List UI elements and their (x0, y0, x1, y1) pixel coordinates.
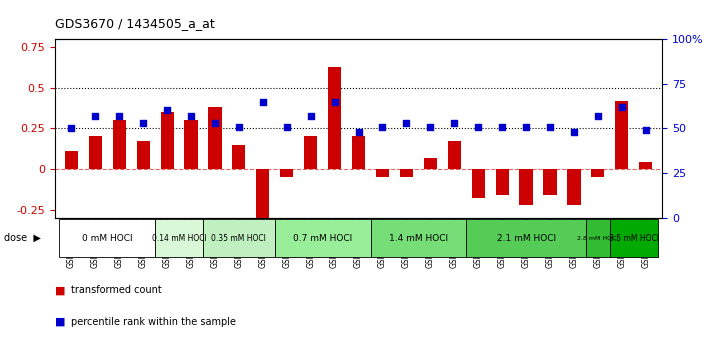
Bar (232, 144, 245, 169)
Bar (184, 120, 197, 169)
Bar (400, 169, 413, 177)
Text: 0.14 mM HOCl: 0.14 mM HOCl (151, 234, 207, 242)
Bar (256, 169, 269, 218)
Bar (352, 136, 365, 169)
Bar (472, 169, 485, 198)
Bar (371, 219, 466, 257)
Point (138, 120, 149, 126)
Point (185, 113, 197, 119)
Bar (567, 169, 580, 205)
Text: transformed count: transformed count (71, 285, 162, 295)
Bar (496, 169, 509, 195)
Point (568, 129, 579, 135)
Bar (113, 120, 126, 169)
Text: 2.8 mM HOCl: 2.8 mM HOCl (577, 235, 619, 241)
Bar (137, 141, 150, 169)
Bar (520, 169, 533, 205)
Bar (304, 136, 317, 169)
Point (257, 99, 269, 104)
Bar (328, 67, 341, 169)
Text: 2.1 mM HOCl: 2.1 mM HOCl (496, 234, 555, 242)
Text: ■: ■ (55, 317, 65, 327)
Point (521, 124, 532, 129)
Bar (615, 101, 628, 169)
Bar (639, 162, 652, 169)
Point (90, 113, 101, 119)
Bar (65, 151, 78, 169)
Bar (89, 136, 102, 169)
Bar (424, 158, 437, 169)
Point (233, 124, 245, 129)
Text: percentile rank within the sample: percentile rank within the sample (71, 317, 236, 327)
Point (424, 124, 436, 129)
Point (640, 127, 652, 133)
Point (209, 120, 221, 126)
Bar (160, 112, 174, 169)
Point (400, 120, 412, 126)
Bar (60, 219, 155, 257)
Bar (208, 107, 221, 169)
Point (305, 113, 317, 119)
Text: 0.7 mM HOCl: 0.7 mM HOCl (293, 234, 352, 242)
Text: 1.4 mM HOCl: 1.4 mM HOCl (389, 234, 448, 242)
Bar (274, 219, 371, 257)
Point (616, 104, 628, 110)
Point (352, 129, 364, 135)
Text: dose  ▶: dose ▶ (4, 233, 41, 243)
Bar (466, 219, 586, 257)
Point (329, 99, 341, 104)
Text: 3.5 mM HOCl: 3.5 mM HOCl (609, 234, 659, 242)
Point (544, 124, 555, 129)
Text: 0.35 mM HOCl: 0.35 mM HOCl (211, 234, 266, 242)
Point (496, 124, 508, 129)
Bar (155, 219, 203, 257)
Text: ■: ■ (55, 285, 65, 295)
Bar (376, 169, 389, 177)
Point (66, 126, 77, 131)
Point (472, 124, 484, 129)
Bar (543, 169, 557, 195)
Point (592, 113, 604, 119)
Point (162, 108, 173, 113)
Bar (610, 219, 657, 257)
Point (448, 120, 460, 126)
Bar (591, 169, 604, 177)
Text: 0 mM HOCl: 0 mM HOCl (82, 234, 132, 242)
Text: GDS3670 / 1434505_a_at: GDS3670 / 1434505_a_at (55, 17, 214, 30)
Bar (448, 141, 461, 169)
Point (376, 124, 388, 129)
Point (114, 113, 125, 119)
Bar (280, 169, 293, 177)
Bar (203, 219, 274, 257)
Bar (586, 219, 610, 257)
Point (281, 124, 293, 129)
